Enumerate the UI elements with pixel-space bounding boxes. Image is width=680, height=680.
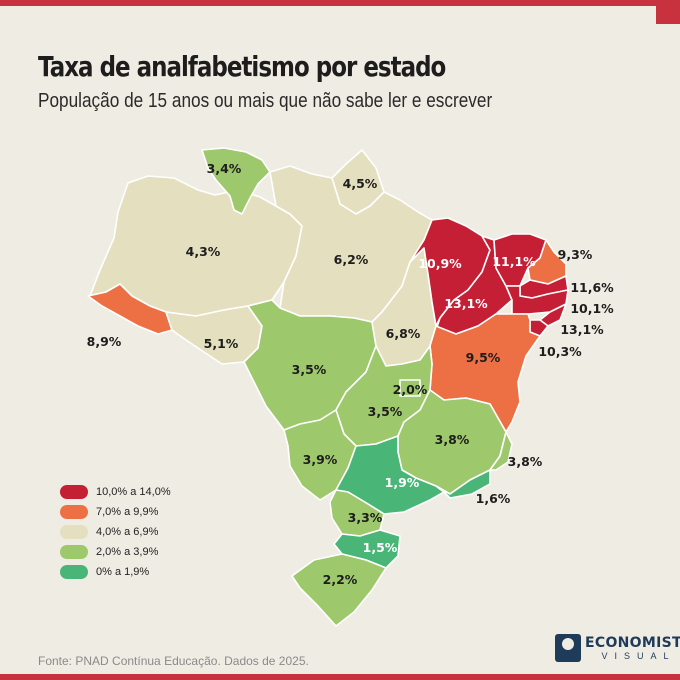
top-accent-bar [0, 0, 680, 6]
label-ac: 8,9% [87, 334, 122, 349]
label-ba: 9,5% [466, 350, 501, 365]
label-ap: 4,5% [343, 176, 378, 191]
page-subtitle: População de 15 anos ou mais que não sab… [38, 90, 493, 112]
label-sc: 1,5% [363, 540, 398, 555]
label-pi: 13,1% [444, 296, 488, 311]
corner-accent [656, 0, 680, 24]
state-rs [291, 553, 387, 627]
label-go: 3,5% [368, 404, 403, 419]
map-legend: 10,0% a 14,0% 7,0% a 9,9% 4,0% a 6,9% 2,… [60, 482, 171, 582]
legend-swatch [60, 525, 88, 539]
legend-item-7-9: 7,0% a 9,9% [60, 502, 171, 522]
label-rn: 9,3% [558, 247, 593, 262]
label-mg: 3,8% [435, 432, 470, 447]
state-pe [505, 285, 569, 315]
label-pe: 10,1% [570, 301, 614, 316]
label-al: 13,1% [560, 322, 604, 337]
label-rj: 1,6% [476, 491, 511, 506]
label-se: 10,3% [538, 344, 582, 359]
label-ce: 11,1% [492, 254, 536, 269]
logo-icon [555, 634, 581, 662]
label-ma: 10,9% [418, 256, 462, 271]
label-df: 2,0% [393, 382, 428, 397]
legend-item-0-1: 0% a 1,9% [60, 562, 171, 582]
state-sc [333, 529, 401, 569]
logo-subtitle: VISUAL [601, 650, 676, 661]
label-pa: 6,2% [334, 252, 369, 267]
label-rs: 2,2% [323, 572, 358, 587]
legend-label: 7,0% a 9,9% [96, 506, 159, 518]
legend-item-10-14: 10,0% a 14,0% [60, 482, 171, 502]
legend-label: 0% a 1,9% [96, 566, 150, 578]
logo-name: ECONOMISTA [585, 634, 680, 651]
label-pb: 11,6% [570, 280, 614, 295]
page-title: Taxa de analfabetismo por estado [38, 50, 446, 83]
state-es [489, 431, 513, 471]
label-rr: 3,4% [207, 161, 242, 176]
state-rj [435, 469, 491, 499]
legend-item-2-3: 2,0% a 3,9% [60, 542, 171, 562]
state-df [399, 379, 421, 397]
legend-label: 10,0% a 14,0% [96, 486, 171, 498]
legend-swatch [60, 545, 88, 559]
label-pr: 3,3% [348, 510, 383, 525]
legend-swatch [60, 505, 88, 519]
label-mt: 3,5% [292, 362, 327, 377]
label-sp: 1,9% [385, 475, 420, 490]
source-note: Fonte: PNAD Contínua Educação. Dados de … [38, 654, 309, 668]
legend-item-4-6: 4,0% a 6,9% [60, 522, 171, 542]
label-am: 4,3% [186, 244, 221, 259]
legend-swatch [60, 565, 88, 579]
label-to: 6,8% [386, 326, 421, 341]
legend-label: 2,0% a 3,9% [96, 546, 159, 558]
bottom-accent-bar [0, 674, 680, 680]
legend-swatch [60, 485, 88, 499]
state-al [539, 303, 567, 327]
label-ms: 3,9% [303, 452, 338, 467]
label-es: 3,8% [508, 454, 543, 469]
state-rr [201, 147, 271, 215]
economista-visual-logo: ECONOMISTA VISUAL [555, 634, 680, 662]
state-ro [165, 305, 263, 365]
legend-label: 4,0% a 6,9% [96, 526, 159, 538]
label-ro: 5,1% [204, 336, 239, 351]
